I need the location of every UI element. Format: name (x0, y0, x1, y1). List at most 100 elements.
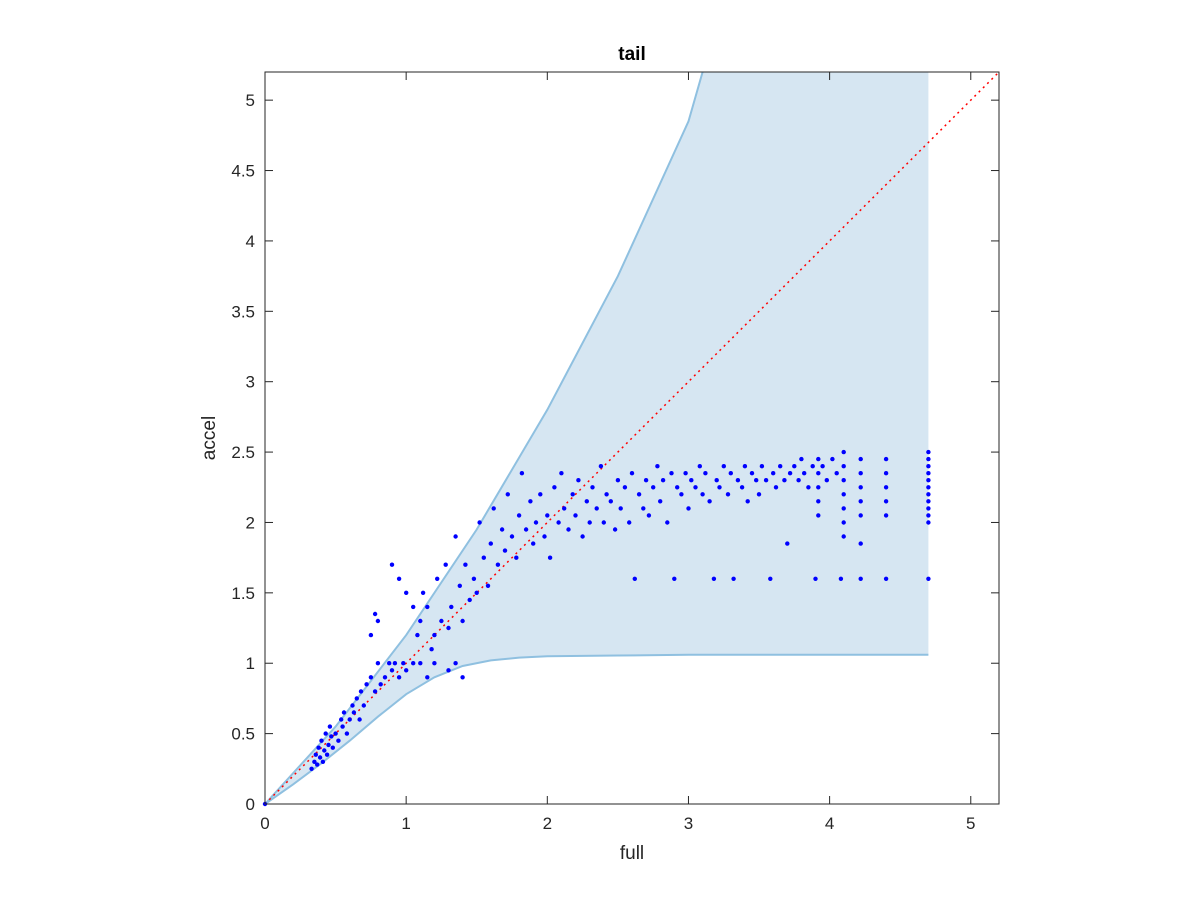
data-point (883, 499, 889, 504)
data-point (858, 485, 863, 490)
data-point (926, 506, 931, 511)
data-point (608, 499, 613, 504)
y-tick-label: 4.5 (231, 162, 255, 181)
data-point (570, 492, 575, 497)
data-point (742, 464, 748, 469)
data-point (601, 520, 606, 525)
data-point (926, 499, 931, 504)
data-point (660, 478, 666, 483)
data-point (816, 456, 821, 462)
data-point (717, 485, 722, 490)
x-tick-label: 0 (260, 814, 269, 833)
data-point (324, 752, 330, 757)
data-point (615, 478, 621, 483)
x-tick-label: 2 (543, 814, 552, 833)
data-point (523, 527, 529, 532)
data-point (432, 661, 437, 666)
data-point (375, 661, 381, 666)
data-point (411, 604, 416, 610)
data-point (926, 471, 931, 476)
data-point (749, 471, 755, 476)
data-point (404, 590, 409, 595)
data-point (883, 456, 889, 462)
data-point (700, 492, 705, 497)
data-point (584, 499, 589, 504)
data-point (587, 520, 592, 525)
data-point (372, 689, 378, 694)
data-point (799, 456, 804, 462)
data-point (858, 499, 863, 504)
data-point (372, 611, 378, 617)
data-point (463, 562, 468, 567)
data-point (643, 478, 649, 483)
x-tick-label: 4 (825, 814, 834, 833)
data-point (841, 464, 846, 469)
data-point (576, 478, 581, 483)
data-point (330, 745, 335, 750)
y-tick-label: 1.5 (231, 584, 255, 603)
data-point (768, 576, 773, 581)
data-point (841, 478, 846, 483)
data-point (491, 506, 496, 511)
data-point (813, 576, 818, 581)
data-point (432, 632, 437, 638)
plot-area (262, 71, 1000, 807)
data-point (612, 527, 618, 532)
band-upper-edge (264, 71, 704, 805)
data-point (754, 478, 759, 483)
data-point (883, 513, 889, 518)
x-axis-ticks: 0 1 2 3 4 5 (260, 72, 976, 833)
data-point (453, 661, 458, 666)
data-point (629, 471, 635, 476)
data-point (838, 576, 844, 581)
data-point (735, 478, 741, 483)
data-point (322, 748, 327, 753)
data-point (739, 485, 745, 490)
data-point (401, 661, 406, 666)
data-point (516, 513, 522, 518)
data-point (580, 534, 585, 539)
data-point (622, 485, 628, 490)
data-point (319, 738, 324, 743)
data-point (329, 734, 334, 739)
data-point (351, 710, 357, 715)
data-point (389, 668, 395, 673)
data-point (336, 738, 341, 743)
data-point (711, 576, 717, 581)
data-point (323, 731, 328, 736)
data-point (340, 724, 345, 729)
data-point (411, 661, 416, 666)
data-point (926, 456, 931, 462)
data-point (453, 534, 458, 539)
data-point (773, 485, 779, 490)
data-point (858, 471, 863, 476)
data-point (771, 471, 776, 476)
data-point (443, 562, 448, 567)
data-point (926, 464, 931, 469)
y-axis-label: accel (199, 416, 220, 460)
data-point (707, 499, 712, 504)
y-tick-label: 0.5 (231, 725, 255, 744)
data-point (693, 485, 698, 490)
data-point (350, 703, 355, 708)
data-point (420, 590, 426, 595)
data-point (618, 506, 623, 511)
y-tick-label: 4 (246, 232, 255, 251)
data-point (368, 632, 374, 638)
data-point (344, 731, 350, 736)
data-point (834, 471, 839, 476)
data-point (547, 555, 553, 560)
data-point (806, 485, 811, 490)
y-tick-label: 2 (246, 513, 255, 532)
data-point (641, 506, 646, 511)
data-point (816, 513, 821, 518)
data-point (858, 541, 863, 546)
data-point (679, 492, 684, 497)
data-point (883, 485, 889, 490)
data-point (627, 520, 632, 525)
data-point (763, 478, 769, 483)
data-point (446, 668, 451, 673)
data-point (926, 449, 931, 455)
data-point (883, 471, 889, 476)
